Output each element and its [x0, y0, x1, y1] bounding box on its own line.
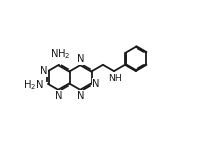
Text: NH$_2$: NH$_2$	[50, 48, 71, 61]
Text: H$_2$N: H$_2$N	[23, 78, 44, 92]
Text: N: N	[92, 79, 100, 89]
Text: N: N	[55, 91, 63, 101]
Text: N: N	[77, 54, 85, 64]
Text: NH: NH	[108, 74, 122, 83]
Text: N: N	[77, 91, 85, 101]
Text: N: N	[40, 66, 48, 76]
